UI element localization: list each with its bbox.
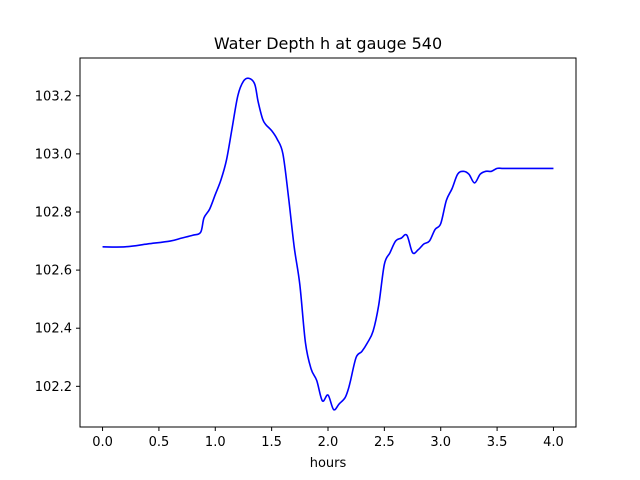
x-tick-label: 2.5 xyxy=(374,435,395,450)
plot-area xyxy=(79,57,577,428)
y-tick-label: 102.4 xyxy=(35,322,72,337)
y-tick-label: 103.2 xyxy=(35,89,72,104)
y-tick-label: 103.0 xyxy=(35,147,72,162)
x-tick-label: 1.5 xyxy=(261,435,282,450)
x-axis: 0.0 0.5 1.0 1.5 2.0 2.5 3.0 3.5 4.0 xyxy=(92,427,564,450)
y-tick-label: 102.6 xyxy=(35,264,72,279)
series-line xyxy=(102,77,554,411)
chart-title: Water Depth h at gauge 540 xyxy=(214,34,442,53)
x-tick-label: 3.0 xyxy=(430,435,451,450)
y-axis: 102.2 102.4 102.6 102.8 103.0 103.2 xyxy=(35,89,80,395)
x-tick-label: 0.0 xyxy=(92,435,113,450)
x-tick-label: 2.0 xyxy=(318,435,339,450)
x-tick-label: 1.0 xyxy=(205,435,226,450)
x-tick-label: 4.0 xyxy=(543,435,564,450)
x-tick-label: 0.5 xyxy=(149,435,170,450)
x-tick-label: 3.5 xyxy=(487,435,508,450)
y-tick-label: 102.8 xyxy=(35,205,72,220)
y-tick-label: 102.2 xyxy=(35,380,72,395)
x-axis-label: hours xyxy=(310,456,347,471)
